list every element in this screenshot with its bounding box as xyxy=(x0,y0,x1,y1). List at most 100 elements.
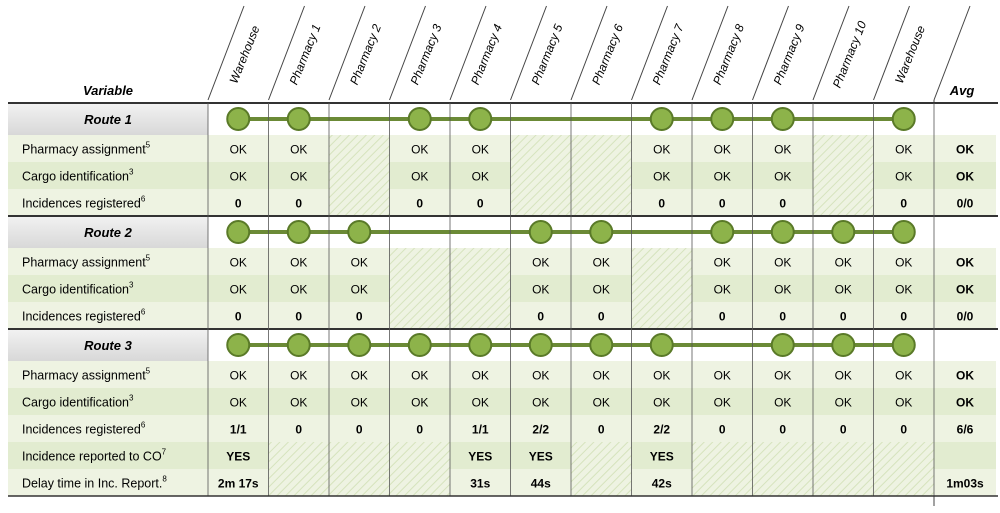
route-stop-node xyxy=(468,107,493,131)
table-cell: OK xyxy=(835,369,852,383)
table-cell: OK xyxy=(230,283,247,297)
table-cell: 0 xyxy=(900,310,907,324)
row-label: Cargo identification3 xyxy=(22,168,134,184)
table-cell: 44s xyxy=(531,477,551,491)
table-cell: OK xyxy=(895,396,912,410)
empty-cell xyxy=(571,189,632,216)
table-cell: OK xyxy=(472,170,489,184)
table-cell: OK xyxy=(532,256,549,270)
empty-cell xyxy=(510,189,571,216)
footnote-marker: 5 xyxy=(146,141,151,150)
row-label-text: Incidences registered xyxy=(22,310,141,324)
column-divider xyxy=(752,5,789,101)
column-label: Pharmacy 8 xyxy=(710,22,747,87)
empty-cell xyxy=(813,442,874,469)
route-title: Route 3 xyxy=(84,338,132,353)
table-cell: OK xyxy=(895,170,912,184)
route-stop-node xyxy=(407,333,432,357)
table-cell: OK xyxy=(351,369,368,383)
table-cell: OK xyxy=(835,396,852,410)
row-background xyxy=(8,361,934,388)
row-label-text: Incidences registered xyxy=(22,423,141,437)
table-cell: OK xyxy=(835,283,852,297)
footnote-marker: 6 xyxy=(141,308,146,317)
avg-cell-bg xyxy=(934,189,996,216)
table-cell: OK xyxy=(774,143,791,157)
empty-cell xyxy=(813,162,874,189)
empty-cell xyxy=(268,442,329,469)
table-cell: 31s xyxy=(470,477,490,491)
table-cell: OK xyxy=(895,369,912,383)
avg-cell-bg xyxy=(934,302,996,329)
empty-cell xyxy=(389,302,450,329)
variable-header: Variable xyxy=(83,83,133,98)
route-stop-node xyxy=(226,107,251,131)
table-cell: YES xyxy=(226,450,250,464)
avg-value: OK xyxy=(956,396,974,410)
empty-cell xyxy=(510,162,571,189)
table-cell: OK xyxy=(532,396,549,410)
avg-value: 1m03s xyxy=(946,477,984,491)
avg-value: OK xyxy=(956,283,974,297)
route-stop-node xyxy=(286,107,311,131)
row-label-text: Cargo identification xyxy=(22,170,129,184)
footnote-marker: 3 xyxy=(129,281,134,290)
table-cell: YES xyxy=(468,450,492,464)
table-cell: 0 xyxy=(356,310,363,324)
table-cell: OK xyxy=(653,369,670,383)
table-cell: OK xyxy=(774,283,791,297)
empty-cell xyxy=(389,469,450,496)
table-cell: OK xyxy=(774,396,791,410)
table-cell: OK xyxy=(411,396,428,410)
table-cell: OK xyxy=(593,369,610,383)
table-cell: OK xyxy=(230,256,247,270)
avg-cell xyxy=(934,329,996,361)
table-cell: OK xyxy=(774,170,791,184)
table-cell: OK xyxy=(411,369,428,383)
row-label: Pharmacy assignment5 xyxy=(22,367,151,383)
table-cell: OK xyxy=(290,369,307,383)
table-cell: OK xyxy=(653,170,670,184)
column-divider xyxy=(510,5,547,101)
table-cell: OK xyxy=(714,256,731,270)
empty-cell xyxy=(329,189,390,216)
table-cell: OK xyxy=(593,256,610,270)
avg-cell-bg xyxy=(934,162,996,189)
table-cell: OK xyxy=(290,283,307,297)
table-cell: 0 xyxy=(537,310,544,324)
route-stop-node xyxy=(286,333,311,357)
route-stop-node xyxy=(831,220,856,244)
row-label-text: Delay time in Inc. Report. xyxy=(22,477,162,491)
column-divider xyxy=(207,5,245,101)
column-label: Pharmacy 2 xyxy=(347,22,384,87)
row-background xyxy=(8,135,934,162)
footnote-marker: 3 xyxy=(129,394,134,403)
table-cell: OK xyxy=(895,256,912,270)
table-cell: OK xyxy=(714,369,731,383)
table-cell: OK xyxy=(895,283,912,297)
route-stop-node xyxy=(891,107,916,131)
empty-cell xyxy=(571,135,632,162)
table-cell: OK xyxy=(532,369,549,383)
table-cell: 0 xyxy=(779,197,786,211)
avg-cell-bg xyxy=(934,361,996,388)
table-cell: 0 xyxy=(598,310,605,324)
empty-cell xyxy=(450,302,511,329)
row-label-text: Pharmacy assignment xyxy=(22,369,146,383)
footnote-marker: 6 xyxy=(141,195,146,204)
column-label: Pharmacy 3 xyxy=(408,22,445,87)
table-cell: 0 xyxy=(235,310,242,324)
route-stop-node xyxy=(649,107,674,131)
column-label: Pharmacy 9 xyxy=(771,22,808,87)
empty-cell xyxy=(752,469,813,496)
table-cell: 0 xyxy=(356,423,363,437)
footnote-marker: 7 xyxy=(162,448,167,457)
empty-cell xyxy=(510,135,571,162)
empty-cell xyxy=(692,469,753,496)
route-stop-node xyxy=(226,333,251,357)
row-label: Pharmacy assignment5 xyxy=(22,141,151,157)
empty-cell xyxy=(450,275,511,302)
table-cell: OK xyxy=(290,143,307,157)
